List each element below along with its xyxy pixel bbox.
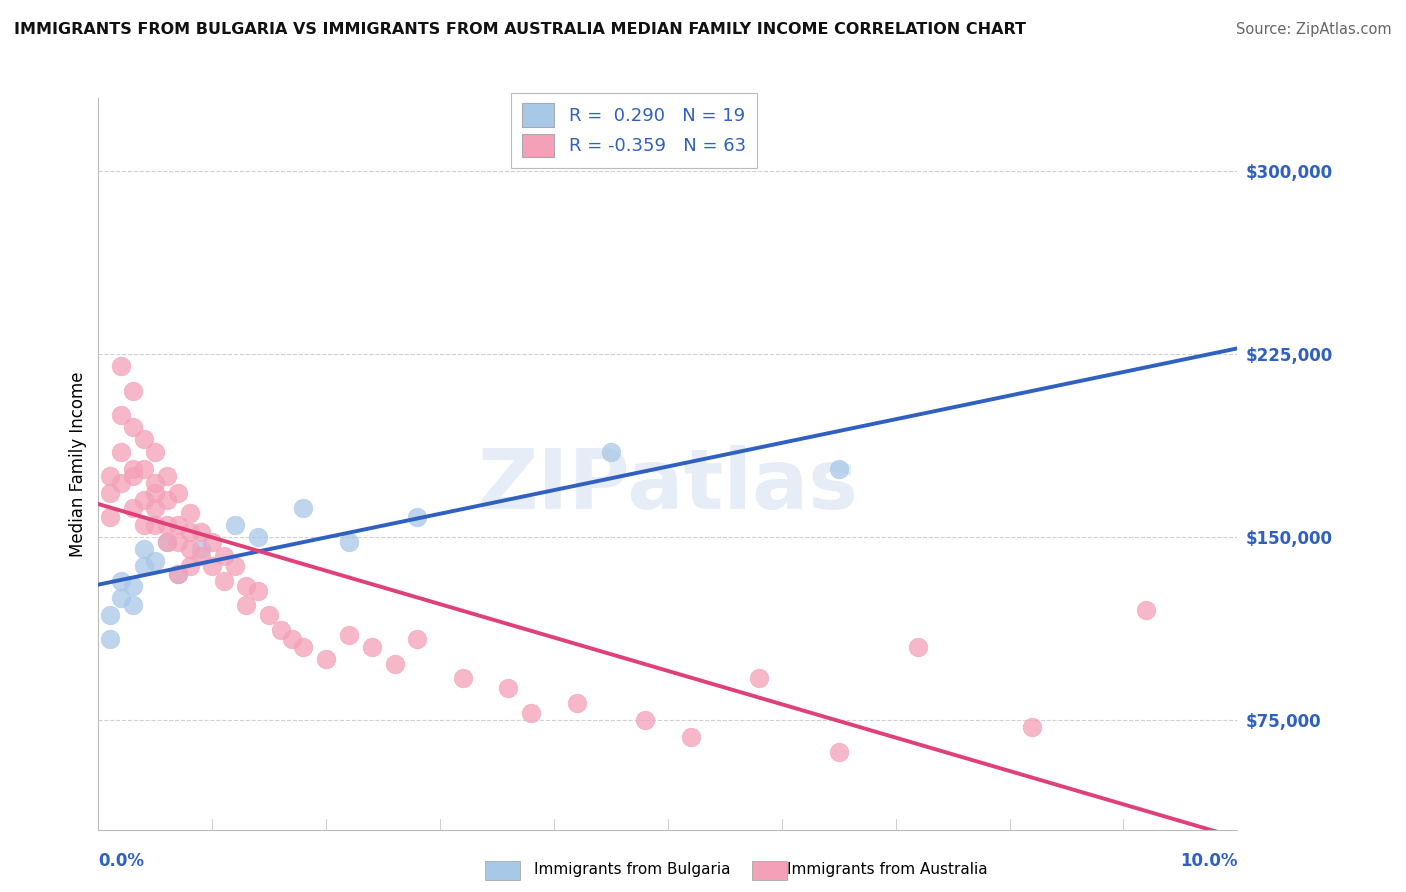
Point <box>600 444 623 458</box>
Point <box>110 476 132 491</box>
Point <box>110 444 132 458</box>
Point <box>337 534 360 549</box>
Point <box>1135 603 1157 617</box>
Point <box>246 530 269 544</box>
Point <box>406 510 429 524</box>
Text: 10.0%: 10.0% <box>1180 852 1237 870</box>
Point <box>212 549 235 564</box>
Point <box>337 627 360 641</box>
Point <box>828 461 851 475</box>
Point <box>132 542 155 557</box>
Point <box>156 517 179 532</box>
Point <box>98 607 121 622</box>
Point <box>520 706 543 720</box>
Point <box>190 549 212 564</box>
Point <box>315 652 337 666</box>
Point <box>156 534 179 549</box>
Point <box>498 681 520 695</box>
Point <box>167 534 190 549</box>
Point <box>270 623 292 637</box>
Point <box>292 500 315 515</box>
Point <box>565 696 588 710</box>
Point <box>281 632 304 647</box>
Point <box>98 469 121 483</box>
Point <box>145 517 167 532</box>
Point <box>167 566 190 581</box>
Point <box>167 566 190 581</box>
Point <box>98 486 121 500</box>
Point <box>110 359 132 374</box>
Point <box>190 525 212 540</box>
Point <box>907 640 929 654</box>
Point <box>224 517 246 532</box>
Point <box>156 534 179 549</box>
Point <box>179 542 201 557</box>
Point <box>98 510 121 524</box>
Point <box>384 657 406 671</box>
Point <box>110 574 132 588</box>
Point <box>145 476 167 491</box>
Point <box>167 517 190 532</box>
Text: 0.0%: 0.0% <box>98 852 145 870</box>
Point <box>406 632 429 647</box>
Point <box>156 469 179 483</box>
Point <box>828 745 851 759</box>
Point <box>121 500 143 515</box>
Text: Immigrants from Bulgaria: Immigrants from Bulgaria <box>534 863 731 877</box>
Point <box>121 579 143 593</box>
Point <box>179 525 201 540</box>
Point <box>132 433 155 447</box>
Point <box>132 517 155 532</box>
Point <box>121 384 143 398</box>
Point <box>156 493 179 508</box>
Text: IMMIGRANTS FROM BULGARIA VS IMMIGRANTS FROM AUSTRALIA MEDIAN FAMILY INCOME CORRE: IMMIGRANTS FROM BULGARIA VS IMMIGRANTS F… <box>14 22 1026 37</box>
Legend: R =  0.290   N = 19, R = -0.359   N = 63: R = 0.290 N = 19, R = -0.359 N = 63 <box>510 93 756 168</box>
Point <box>145 444 167 458</box>
Point <box>110 408 132 422</box>
Point <box>167 486 190 500</box>
Point <box>292 640 315 654</box>
Point <box>132 559 155 574</box>
Point <box>201 534 224 549</box>
Point <box>259 607 281 622</box>
Point <box>179 506 201 520</box>
Y-axis label: Median Family Income: Median Family Income <box>69 371 87 557</box>
Point <box>212 574 235 588</box>
Point <box>121 469 143 483</box>
Text: Immigrants from Australia: Immigrants from Australia <box>787 863 988 877</box>
Point <box>451 672 474 686</box>
Text: Source: ZipAtlas.com: Source: ZipAtlas.com <box>1236 22 1392 37</box>
Point <box>145 554 167 568</box>
Point <box>179 559 201 574</box>
Point <box>201 559 224 574</box>
Point <box>121 461 143 475</box>
Point <box>132 461 155 475</box>
Point <box>235 599 257 613</box>
Point <box>634 713 657 727</box>
Point <box>246 583 269 598</box>
Point <box>121 420 143 434</box>
Point <box>121 599 143 613</box>
Point <box>98 632 121 647</box>
Point <box>679 730 702 744</box>
Point <box>145 500 167 515</box>
Point <box>1021 720 1043 734</box>
Point <box>145 486 167 500</box>
Point <box>132 493 155 508</box>
Point <box>190 542 212 557</box>
Point <box>110 591 132 605</box>
Point <box>748 672 770 686</box>
Point <box>224 559 246 574</box>
Point <box>235 579 257 593</box>
Text: ZIPatlas: ZIPatlas <box>478 445 858 526</box>
Point <box>360 640 382 654</box>
